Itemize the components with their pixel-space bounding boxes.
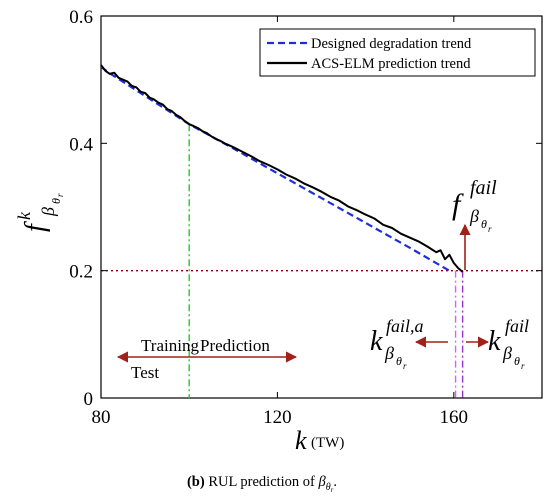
k-fail-a-annotation: k fail,a β θ r bbox=[370, 316, 448, 371]
f-fail-sub-r: r bbox=[488, 224, 492, 234]
series-group bbox=[100, 64, 464, 273]
series-line-acs-elm-prediction bbox=[100, 64, 464, 273]
y-tick-label: 0.6 bbox=[69, 7, 93, 28]
x-tick-label: 120 bbox=[263, 407, 292, 428]
y-axis-label-base: f bbox=[20, 221, 51, 232]
caption-r: r bbox=[331, 486, 334, 494]
k-fail-a-sub-theta: θ bbox=[396, 354, 402, 368]
x-axis-label-unit: (TW) bbox=[311, 435, 344, 451]
f-fail-sub-beta: β bbox=[469, 206, 479, 226]
k-fail-sup: fail bbox=[505, 316, 529, 336]
y-tick-label: 0 bbox=[84, 389, 94, 410]
figure-caption: (b) RUL prediction of βθr. bbox=[187, 474, 337, 494]
k-fail-a-sub-beta: β bbox=[384, 343, 394, 363]
x-tick-label: 160 bbox=[440, 407, 469, 428]
caption-beta: β bbox=[318, 474, 327, 490]
test-label: Test bbox=[131, 363, 159, 382]
f-fail-sup: fail bbox=[470, 177, 497, 199]
phase-annotations: Training Prediction Test bbox=[116, 336, 298, 382]
plot-area bbox=[100, 15, 543, 399]
k-fail-annotation: k fail β θ r bbox=[466, 316, 529, 371]
y-axis-label-subsubsub: r bbox=[55, 193, 65, 197]
k-fail-sub-theta: θ bbox=[514, 354, 520, 368]
caption-period: . bbox=[333, 474, 337, 490]
y-axis-label-subsub: θ bbox=[49, 198, 63, 204]
k-fail-sub-r: r bbox=[521, 361, 525, 371]
f-fail-sub-theta: θ bbox=[481, 217, 487, 231]
k-fail-a-base: k bbox=[370, 326, 383, 357]
y-axis-label-sup: k bbox=[14, 211, 34, 220]
x-axis-label-main: k bbox=[295, 426, 307, 455]
y-tick-label: 0.4 bbox=[69, 134, 93, 155]
legend: Designed degradation trend ACS-ELM predi… bbox=[259, 28, 536, 77]
y-axis-label-sub: β bbox=[38, 207, 58, 217]
caption-label: (b) bbox=[187, 474, 205, 490]
legend-label-acs-elm: ACS-ELM prediction trend bbox=[311, 56, 471, 72]
series-line-designed-degradation bbox=[100, 66, 450, 272]
y-tick-label: 0.2 bbox=[69, 262, 93, 283]
x-axis-label: k (TW) bbox=[295, 426, 344, 455]
prediction-label: Prediction bbox=[200, 336, 270, 355]
training-label: Training bbox=[141, 336, 199, 355]
caption-text: RUL prediction of bbox=[205, 474, 319, 490]
k-fail-a-sup: fail,a bbox=[386, 316, 424, 336]
axis-ticks: 80 120 160 0 0.2 0.4 0.6 bbox=[69, 7, 542, 428]
legend-box bbox=[259, 28, 536, 77]
caption-theta: θ bbox=[326, 482, 331, 493]
x-tick-label: 80 bbox=[92, 407, 111, 428]
legend-label-designed: Designed degradation trend bbox=[311, 36, 472, 52]
k-fail-base: k bbox=[488, 326, 501, 357]
k-fail-sub-beta: β bbox=[502, 343, 512, 363]
y-axis-label: f k β θ r bbox=[14, 193, 65, 232]
k-fail-a-sub-r: r bbox=[403, 361, 407, 371]
